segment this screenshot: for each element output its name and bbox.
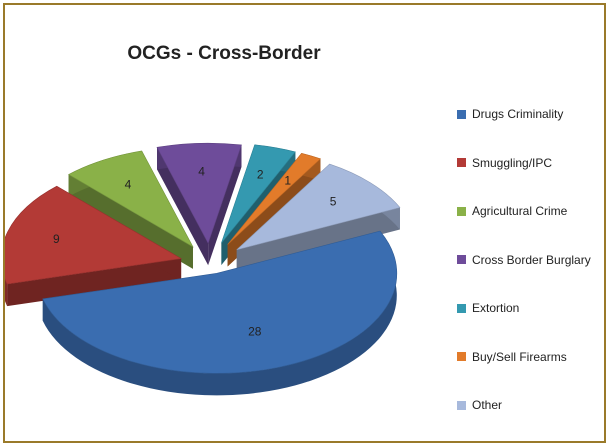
legend-item-6: Buy/Sell Firearms: [457, 350, 567, 364]
pie-slice-2: [5, 185, 183, 285]
legend-item-4: Cross Border Burglary: [457, 253, 591, 267]
legend-swatch-2: [457, 158, 466, 167]
legend-swatch-5: [457, 303, 466, 313]
legend-item-3: Agricultural Crime: [457, 204, 567, 218]
legend-swatch-4: [457, 255, 466, 264]
chart-title: OCGs - Cross-Border: [127, 43, 321, 64]
pie-slice-1: [42, 230, 398, 374]
data-label-2: 9: [53, 232, 60, 246]
legend-item-5: Extortion: [457, 301, 519, 315]
legend-label-2: Smuggling/IPC: [472, 155, 553, 170]
pie-slice-wall-2-1: [7, 258, 182, 307]
pie-slice-3: [68, 150, 194, 248]
legend-swatch-7: [457, 400, 466, 410]
legend-label-1: Drugs Criminality: [472, 107, 564, 121]
legend-swatch-3: [457, 206, 466, 216]
pie-slice-wall-3-1: [68, 174, 193, 269]
pie-slice-5: [221, 144, 296, 244]
pie-slice-wall-7-2: [236, 207, 400, 272]
legend-label-3: Agricultural Crime: [472, 204, 568, 218]
pie-slice-7: [236, 163, 401, 251]
legend-swatch-6: [457, 352, 466, 361]
pie-slice-wall-4-1: [157, 147, 209, 266]
data-label-6: 1: [284, 174, 291, 188]
legend-label-6: Buy/Sell Firearms: [472, 349, 567, 364]
legend-item-2: Smuggling/IPC: [457, 156, 552, 170]
legend-label-5: Extortion: [472, 301, 520, 315]
legend-swatch-1: [457, 109, 466, 119]
legend-item-1: Drugs Criminality: [457, 107, 563, 121]
pie-slice-wall-4-2: [208, 144, 242, 266]
data-label-5: 2: [257, 167, 264, 181]
data-label-4: 4: [198, 164, 205, 178]
data-label-3: 4: [125, 178, 132, 192]
data-label-1: 28: [248, 325, 262, 339]
legend-item-7: Other: [457, 398, 502, 412]
data-label-7: 5: [330, 195, 337, 209]
legend-label-7: Other: [472, 398, 503, 412]
pie-slice-4: [156, 142, 242, 244]
legend-label-4: Cross Border Burglary: [472, 252, 591, 267]
chart-frame: OCGs - Cross-Border 28 9 4 4 2 1 5 Drugs Crimi…: [3, 3, 606, 443]
pie-chart: 28 9 4 4 2 1 5: [5, 142, 401, 396]
pie-slice-6: [227, 152, 322, 245]
